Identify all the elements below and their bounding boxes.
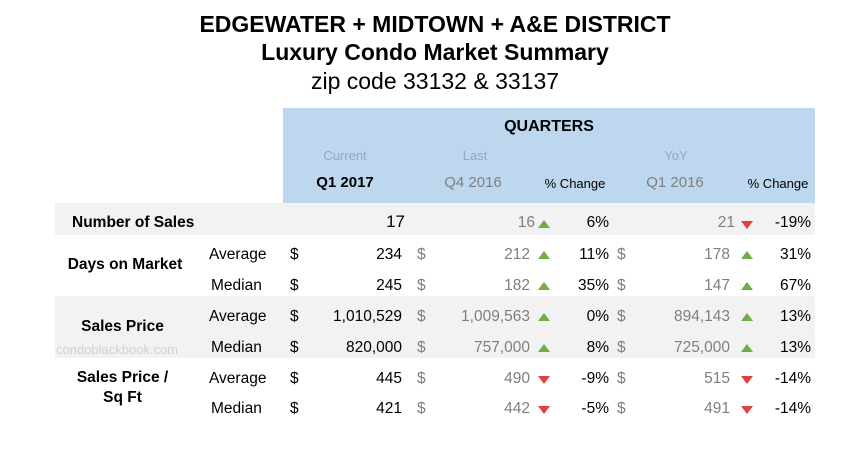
row-sublabel: Average (209, 370, 267, 387)
cell-sales-pct1: 6% (586, 214, 609, 231)
watermark: condoblackbook.com (56, 342, 179, 357)
currency-symbol: $ (290, 246, 299, 263)
down-arrow-icon (741, 376, 753, 384)
cell-dom-med-last: 182 (504, 277, 530, 294)
cell-dom-med-pct2: 67% (779, 277, 811, 294)
cell-dom-med-pct1: 35% (577, 277, 609, 294)
cell-dom-avg-pct1: 11% (579, 246, 609, 263)
currency-symbol: $ (617, 277, 626, 294)
cell-price-avg-pct2: 13% (779, 308, 811, 325)
currency-symbol: $ (417, 400, 426, 417)
currency-symbol: $ (290, 277, 299, 294)
cell-dom-avg-yoy: 178 (704, 246, 730, 263)
quarters-header: QUARTERS (504, 118, 594, 135)
row-sublabel: Average (209, 246, 267, 263)
report-subtitle: Luxury Condo Market Summary (261, 39, 609, 65)
down-arrow-icon (741, 406, 753, 414)
row-sublabel: Median (211, 277, 262, 294)
row-sublabel: Median (211, 400, 262, 417)
row-label-number-of-sales: Number of Sales (72, 214, 195, 231)
cell-price-avg-current: 1,010,529 (333, 308, 402, 325)
currency-symbol: $ (417, 370, 426, 387)
currency-symbol: $ (617, 400, 626, 417)
report-zip-codes: zip code 33132 & 33137 (310, 68, 560, 94)
up-arrow-icon (538, 313, 550, 321)
col-header-q4-2016: Q4 2016 (444, 174, 502, 191)
cell-psf-avg-yoy: 515 (704, 370, 730, 387)
cell-sales-yoy: 21 (717, 214, 735, 231)
row-label-line: Sq Ft (103, 389, 142, 406)
currency-symbol: $ (417, 339, 426, 356)
down-arrow-icon (741, 221, 753, 229)
cell-sales-last: 16 (517, 214, 535, 231)
band-number-of-sales (55, 203, 815, 235)
up-arrow-icon (741, 251, 753, 259)
col-header-q1-2017: Q1 2017 (316, 174, 374, 191)
currency-symbol: $ (290, 400, 299, 417)
report-title-block: EDGEWATER + MIDTOWN + A&E DISTRICT Luxur… (0, 10, 860, 96)
cell-psf-med-yoy: 491 (704, 400, 730, 417)
cell-psf-avg-last: 490 (504, 370, 530, 387)
currency-symbol: $ (617, 370, 626, 387)
cell-dom-avg-current: 234 (376, 246, 402, 263)
cell-psf-avg-pct1: -9% (581, 370, 609, 387)
band-sales-price (55, 296, 815, 358)
cell-price-avg-pct1: 0% (586, 308, 609, 325)
cell-sales-current: 17 (386, 212, 405, 231)
cell-sales-pct2: -19% (774, 214, 811, 231)
subheader-current: Current (323, 148, 367, 163)
cell-price-med-last: 757,000 (473, 339, 530, 356)
cell-price-med-pct1: 8% (586, 339, 609, 356)
cell-price-med-current: 820,000 (345, 339, 402, 356)
currency-symbol: $ (617, 308, 626, 325)
header-band (283, 108, 815, 203)
cell-dom-med-current: 245 (376, 277, 402, 294)
cell-price-med-yoy: 725,000 (673, 339, 730, 356)
currency-symbol: $ (417, 308, 426, 325)
subheader-last: Last (462, 148, 488, 163)
cell-price-avg-last: 1,009,563 (461, 308, 530, 325)
cell-dom-med-yoy: 147 (704, 277, 730, 294)
up-arrow-icon (538, 344, 550, 352)
cell-psf-avg-current: 445 (376, 370, 402, 387)
cell-psf-avg-pct2: -14% (774, 370, 811, 387)
down-arrow-icon (538, 376, 550, 384)
row-label-days-on-market: Days on Market (67, 256, 183, 273)
report-title: EDGEWATER + MIDTOWN + A&E DISTRICT (199, 11, 671, 37)
up-arrow-icon (741, 282, 753, 290)
cell-psf-med-pct1: -5% (581, 400, 609, 417)
currency-symbol: $ (417, 277, 426, 294)
cell-price-avg-yoy: 894,143 (673, 308, 730, 325)
cell-dom-avg-pct2: 31% (779, 246, 811, 263)
up-arrow-icon (741, 313, 753, 321)
cell-psf-med-last: 442 (504, 400, 530, 417)
up-arrow-icon (741, 344, 753, 352)
currency-symbol: $ (290, 308, 299, 325)
row-label-sales-price-per-sqft: Sales Price / Sq Ft (55, 368, 190, 408)
cell-price-med-pct2: 13% (779, 339, 811, 356)
subheader-yoy: YoY (664, 148, 688, 163)
currency-symbol: $ (290, 370, 299, 387)
currency-symbol: $ (617, 339, 626, 356)
down-arrow-icon (538, 406, 550, 414)
currency-symbol: $ (617, 246, 626, 263)
row-label-sales-price: Sales Price (81, 318, 164, 335)
up-arrow-icon (538, 282, 550, 290)
row-sublabel: Median (211, 339, 262, 356)
cell-dom-avg-last: 212 (504, 246, 530, 263)
row-label-line: Sales Price / (76, 369, 169, 386)
col-header-pct-change-1: % Change (544, 176, 606, 191)
up-arrow-icon (538, 220, 550, 228)
cell-psf-med-current: 421 (376, 400, 402, 417)
col-header-pct-change-2: % Change (747, 176, 809, 191)
currency-symbol: $ (290, 339, 299, 356)
currency-symbol: $ (417, 246, 426, 263)
up-arrow-icon (538, 251, 550, 259)
row-sublabel: Average (209, 308, 267, 325)
col-header-q1-2016: Q1 2016 (646, 174, 704, 191)
cell-psf-med-pct2: -14% (774, 400, 811, 417)
